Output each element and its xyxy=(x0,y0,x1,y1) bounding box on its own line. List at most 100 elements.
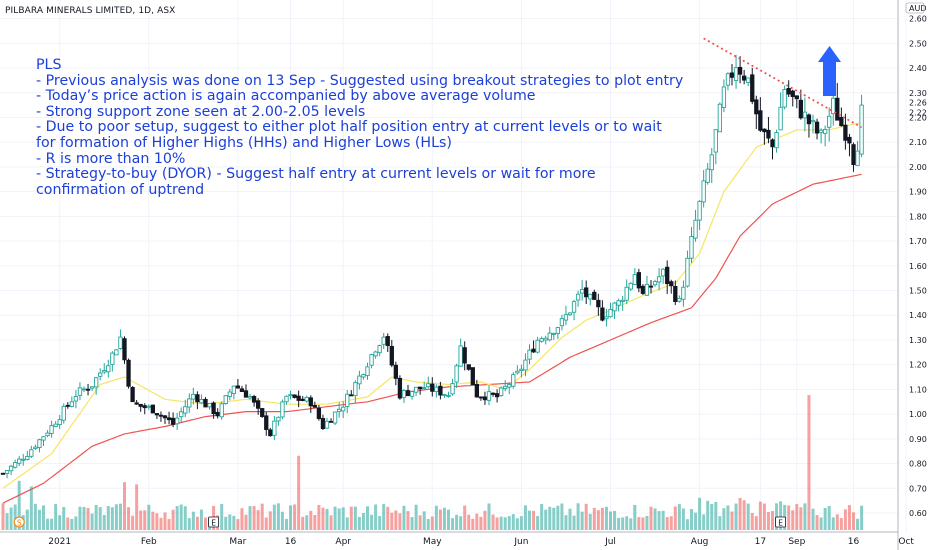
volume-bar xyxy=(305,515,309,530)
candle-body xyxy=(778,106,783,131)
volume-bar xyxy=(455,514,459,530)
candle-body xyxy=(750,74,755,102)
volume-bar xyxy=(191,511,195,530)
y-tick-label: 2.10 xyxy=(909,138,927,147)
volume-bar xyxy=(195,516,199,530)
candle-body xyxy=(276,416,281,422)
candle-body xyxy=(624,286,629,301)
volume-bar xyxy=(726,505,730,530)
candle-body xyxy=(187,398,192,408)
volume-bar xyxy=(175,506,179,530)
volume-bar xyxy=(856,518,860,530)
volume-bar xyxy=(779,501,783,530)
note-line: - Previous analysis was done on 13 Sep -… xyxy=(36,72,684,89)
candle-body xyxy=(701,180,706,203)
candle-body xyxy=(195,394,200,403)
candle-body xyxy=(247,396,253,399)
candle-body xyxy=(543,337,548,341)
volume-bar xyxy=(252,506,256,530)
volume-bar xyxy=(860,505,864,530)
volume-bar xyxy=(681,508,685,530)
volume-bar xyxy=(479,516,483,530)
volume-bar xyxy=(843,509,847,530)
volume-bar xyxy=(750,513,754,530)
candle-body xyxy=(69,401,75,407)
candle-body xyxy=(227,391,232,397)
note-line: PLS xyxy=(36,57,62,73)
earnings-event-marker[interactable] xyxy=(775,516,786,528)
candle-body xyxy=(559,318,565,327)
y-tick-label: 1.20 xyxy=(909,361,927,370)
volume-bar xyxy=(592,507,596,530)
volume-bar xyxy=(220,503,224,530)
volume-bar xyxy=(90,513,94,530)
candle-body xyxy=(292,394,297,398)
volume-bar xyxy=(171,509,175,530)
volume-bar xyxy=(280,511,284,530)
volume-bar xyxy=(9,507,13,530)
volume-bar xyxy=(398,513,402,530)
volume-bar xyxy=(147,504,151,530)
note-line: confirmation of uptrend xyxy=(36,181,205,198)
candle-body xyxy=(818,129,824,133)
volume-bar xyxy=(301,516,305,530)
volume-bar xyxy=(734,503,738,530)
volume-bar xyxy=(714,501,718,530)
note-line: for formation of Higher Highs (HHs) and … xyxy=(36,134,452,151)
candle-body xyxy=(859,104,864,155)
symbol-title: PILBARA MINERALS LIMITED, 1D, ASX xyxy=(5,6,176,16)
volume-bar xyxy=(256,510,260,530)
candle-body xyxy=(499,387,504,396)
volume-bar xyxy=(155,513,159,530)
volume-bar xyxy=(135,484,139,530)
candle-body xyxy=(389,346,394,366)
candle-body xyxy=(53,423,58,427)
candle-body xyxy=(324,420,330,429)
candle-body xyxy=(681,286,686,300)
candle-body xyxy=(831,97,836,115)
candle-body xyxy=(239,388,245,392)
candle-body xyxy=(409,391,415,397)
candle-body xyxy=(628,282,633,290)
y-tick-label: 2.40 xyxy=(909,64,927,73)
volume-bar xyxy=(5,513,9,530)
y-tick-label: 2.20 xyxy=(909,113,927,122)
candle-body xyxy=(584,287,589,298)
volume-bar xyxy=(426,519,430,530)
volume-bar xyxy=(114,504,118,530)
candle-body xyxy=(405,390,411,397)
candle-body xyxy=(37,439,42,449)
volume-bar xyxy=(163,512,167,530)
candle-body xyxy=(130,386,135,403)
candle-body xyxy=(377,345,382,354)
candle-body xyxy=(369,354,374,366)
candle-body xyxy=(361,374,366,378)
volume-bar xyxy=(483,510,487,530)
candle-body xyxy=(539,338,544,342)
candle-body xyxy=(547,332,552,341)
event-marker-label: E xyxy=(778,519,783,528)
volume-bar xyxy=(827,505,831,530)
candle-body xyxy=(349,394,354,397)
volume-bar xyxy=(110,507,114,530)
volume-bar xyxy=(264,517,268,530)
candle-body xyxy=(203,398,208,408)
candle-body xyxy=(640,285,646,294)
candle-body xyxy=(515,370,520,374)
candle-body xyxy=(434,386,439,393)
split-event-marker[interactable] xyxy=(13,516,25,528)
volume-bar xyxy=(272,504,276,530)
volume-bar xyxy=(803,503,807,530)
volume-bar xyxy=(13,504,17,530)
candle-body xyxy=(211,402,216,415)
volume-bar xyxy=(232,515,236,530)
volume-bar xyxy=(151,511,155,530)
candle-body xyxy=(697,200,702,221)
volume-bar xyxy=(244,514,248,530)
x-tick-label: Feb xyxy=(141,537,157,547)
candle-body xyxy=(612,302,617,312)
volume-bar xyxy=(29,486,33,530)
earnings-event-marker[interactable] xyxy=(208,516,220,528)
volume-bar xyxy=(685,519,689,530)
